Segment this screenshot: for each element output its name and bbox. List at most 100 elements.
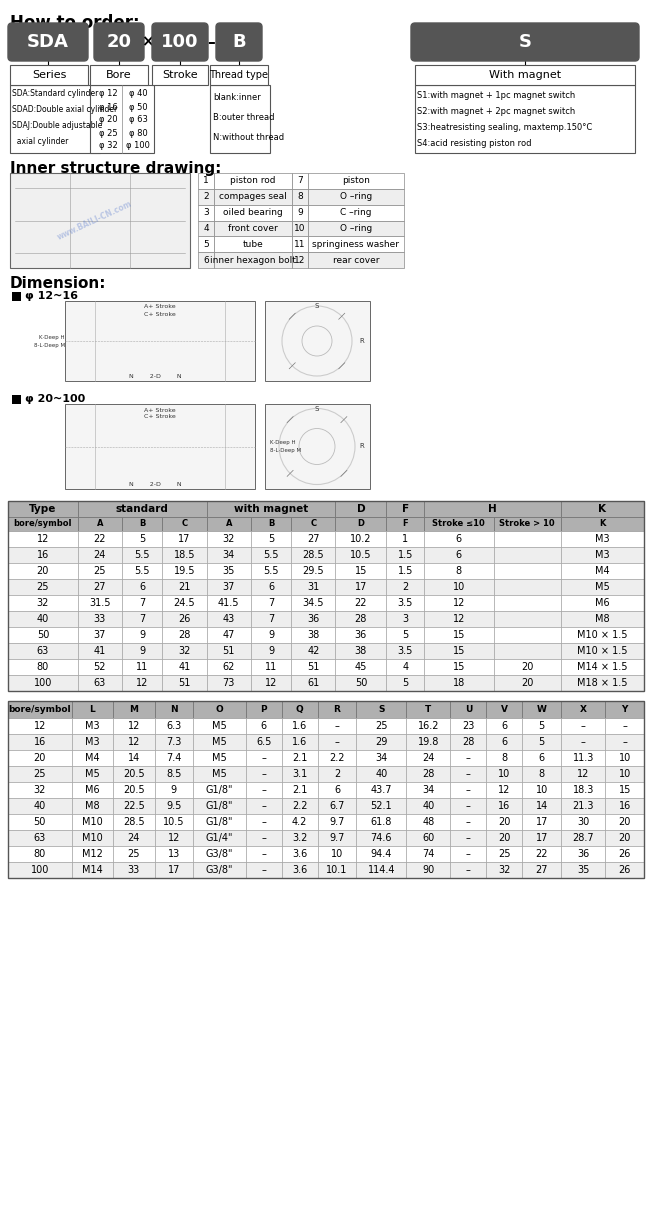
Bar <box>494 563 561 579</box>
Bar <box>8 501 78 517</box>
Text: M8: M8 <box>85 800 99 811</box>
Text: 33: 33 <box>94 613 106 624</box>
Bar <box>318 798 356 814</box>
Text: 18.5: 18.5 <box>174 550 195 560</box>
Bar <box>561 719 605 734</box>
Text: 14: 14 <box>127 753 140 763</box>
Bar <box>122 643 162 659</box>
Bar <box>8 782 72 798</box>
Bar <box>494 579 561 595</box>
Bar <box>561 798 605 814</box>
Text: 2.1: 2.1 <box>292 785 307 796</box>
Bar <box>291 517 335 532</box>
Text: 52.1: 52.1 <box>370 800 392 811</box>
Bar <box>207 579 251 595</box>
Bar <box>523 734 561 750</box>
Text: M3: M3 <box>595 550 610 560</box>
Text: 2.2: 2.2 <box>330 753 344 763</box>
Text: Type: Type <box>29 503 57 514</box>
Bar <box>523 814 561 830</box>
Bar <box>561 659 644 675</box>
Bar <box>561 750 605 766</box>
Bar <box>291 627 335 643</box>
Bar <box>251 547 291 563</box>
Text: 16: 16 <box>499 800 510 811</box>
Bar <box>486 846 523 862</box>
Bar <box>486 862 523 877</box>
Bar <box>198 189 214 204</box>
Text: 35: 35 <box>577 865 590 875</box>
Text: 38: 38 <box>307 631 319 640</box>
Bar <box>193 830 246 846</box>
Bar <box>318 701 356 719</box>
Text: 5.5: 5.5 <box>135 550 150 560</box>
Text: 12: 12 <box>577 769 590 778</box>
Bar <box>8 532 78 547</box>
Text: V: V <box>501 705 508 714</box>
Bar <box>335 659 386 675</box>
Bar <box>450 719 486 734</box>
Text: 12: 12 <box>36 534 49 544</box>
Text: 94.4: 94.4 <box>370 849 392 859</box>
Text: A: A <box>226 519 232 528</box>
Bar <box>8 830 72 846</box>
Bar <box>162 547 207 563</box>
Text: 28: 28 <box>462 737 474 747</box>
FancyBboxPatch shape <box>94 23 144 61</box>
Text: SDA:Standard cylinder: SDA:Standard cylinder <box>12 89 98 99</box>
Text: 42: 42 <box>307 646 319 656</box>
Text: 100: 100 <box>161 33 199 51</box>
Text: 5: 5 <box>268 534 274 544</box>
Text: 8: 8 <box>456 566 462 576</box>
Bar <box>251 643 291 659</box>
Text: X: X <box>580 705 587 714</box>
Bar <box>246 719 281 734</box>
Bar <box>281 798 318 814</box>
Text: –: – <box>580 737 586 747</box>
Text: tube: tube <box>242 240 263 249</box>
Bar <box>335 611 386 627</box>
Text: M5: M5 <box>85 769 99 778</box>
Text: 63: 63 <box>37 646 49 656</box>
Text: 24: 24 <box>422 753 434 763</box>
Text: Bore: Bore <box>106 70 132 79</box>
Text: K·Deep H: K·Deep H <box>40 335 65 340</box>
Bar <box>193 862 246 877</box>
Bar <box>318 734 356 750</box>
Bar <box>308 174 404 189</box>
Text: 32: 32 <box>34 785 46 796</box>
Text: 27: 27 <box>94 582 106 591</box>
Text: 18: 18 <box>452 678 465 688</box>
Text: 20.5: 20.5 <box>123 769 145 778</box>
Text: springiness washer: springiness washer <box>313 240 400 249</box>
Bar <box>251 627 291 643</box>
Bar <box>246 830 281 846</box>
Text: 28: 28 <box>355 613 367 624</box>
Bar <box>523 846 561 862</box>
Bar <box>210 86 270 153</box>
Bar <box>281 719 318 734</box>
Bar <box>486 701 523 719</box>
Text: φ 100: φ 100 <box>126 142 150 150</box>
Text: –: – <box>466 753 471 763</box>
Bar <box>78 611 122 627</box>
Text: 20: 20 <box>498 833 510 843</box>
Bar <box>523 830 561 846</box>
Text: 63: 63 <box>34 833 46 843</box>
Text: 10: 10 <box>619 769 630 778</box>
Text: 8: 8 <box>539 769 545 778</box>
Text: 9.7: 9.7 <box>330 833 344 843</box>
Text: φ 50: φ 50 <box>129 103 148 111</box>
Text: M: M <box>129 705 138 714</box>
Text: φ 80: φ 80 <box>129 128 148 138</box>
Text: 28.5: 28.5 <box>123 818 145 827</box>
Bar <box>113 830 155 846</box>
Bar <box>494 675 561 690</box>
Bar <box>292 204 308 220</box>
Text: –: – <box>466 769 471 778</box>
Bar <box>561 734 605 750</box>
Text: 19.5: 19.5 <box>174 566 195 576</box>
Bar <box>415 65 635 86</box>
Bar <box>523 701 561 719</box>
Text: 5.5: 5.5 <box>263 566 279 576</box>
